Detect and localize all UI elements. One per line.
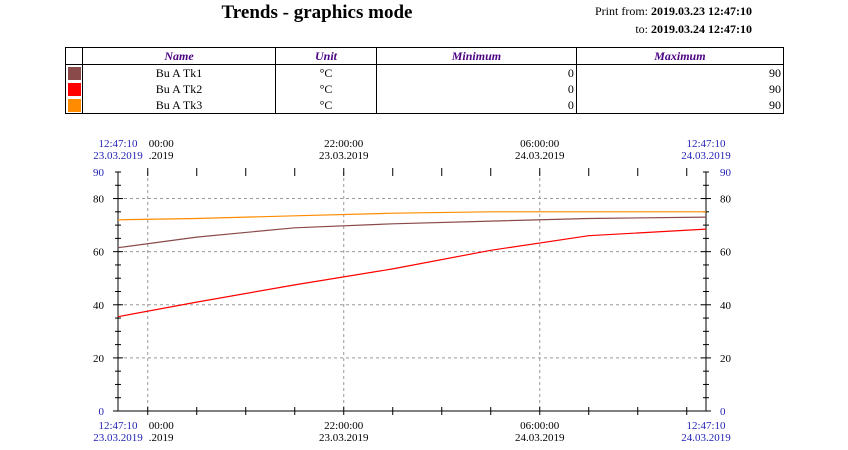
legend-name: Bu A Tk2 (82, 81, 276, 97)
legend-minimum: 0 (376, 81, 577, 97)
series-line (117, 211, 706, 221)
trend-chart: 020406080900204060809012:47:1023.03.2019… (93, 138, 732, 444)
x-tick-date-top: 24.03.2019 (515, 150, 565, 162)
legend-unit: °C (275, 81, 377, 97)
legend-header-row: Name Unit Minimum Maximum (65, 47, 785, 65)
y-tick-label-left: 0 (99, 406, 105, 418)
print-to-label: to: (635, 22, 648, 36)
x-tick-time-top: 06:00:00 (520, 138, 560, 150)
print-from-value: 2019.03.23 12:47:10 (651, 4, 752, 18)
y-tick-label-left: 80 (93, 194, 105, 206)
legend-row: Bu A Tk2 °C 0 90 (65, 81, 785, 97)
legend-row: Bu A Tk1 °C 0 90 (65, 64, 785, 81)
series-color-swatch (67, 98, 81, 112)
y-tick-label-left: 60 (93, 247, 105, 259)
print-from: Print from: 2019.03.23 12:47:10 (595, 4, 752, 19)
y-tick-label-left: 40 (93, 300, 105, 312)
series-color-swatch (67, 82, 81, 96)
x-tick-date-top: 23.03.2019 (319, 150, 369, 162)
x-tick-time-bottom: 12:47:10 (98, 420, 138, 432)
x-tick-date-bottom: 24.03.2019 (681, 432, 731, 444)
legend-minimum: 0 (376, 97, 577, 114)
print-to: to: 2019.03.24 12:47:10 (635, 22, 752, 37)
y-tick-label-left: 90 (93, 167, 105, 179)
x-tick-time-bottom: 12:47:10 (686, 420, 726, 432)
legend-swatch-cell (65, 81, 83, 97)
x-tick-time-bottom: 22:00:00 (324, 420, 364, 432)
y-tick-label-right: 80 (720, 194, 732, 206)
legend-swatch-header (65, 47, 83, 65)
x-tick-date-top: .2019 (149, 150, 174, 162)
y-tick-label-right: 40 (720, 300, 732, 312)
legend-swatch-cell (65, 97, 83, 114)
legend-maximum: 90 (575, 81, 785, 97)
legend-minimum: 0 (376, 64, 577, 81)
legend-unit: °C (275, 97, 377, 114)
series-line (117, 228, 707, 318)
x-tick-time-bottom: 06:00:00 (520, 420, 560, 432)
print-to-value: 2019.03.24 12:47:10 (651, 22, 752, 36)
legend-col-name: Name (82, 47, 276, 65)
legend-maximum: 90 (575, 64, 785, 81)
x-tick-time-top: 12:47:10 (686, 138, 726, 150)
x-tick-time-top: 22:00:00 (324, 138, 364, 150)
y-tick-label-right: 90 (720, 167, 732, 179)
x-tick-date-top: 24.03.2019 (681, 150, 731, 162)
x-tick-time-top: 00:00 (149, 138, 175, 150)
x-tick-date-bottom: 24.03.2019 (515, 432, 565, 444)
x-tick-date-bottom: .2019 (149, 432, 174, 444)
legend-name: Bu A Tk3 (82, 97, 276, 114)
print-from-label: Print from: (595, 4, 648, 18)
x-tick-time-bottom: 00:00 (149, 420, 175, 432)
x-tick-date-bottom: 23.03.2019 (319, 432, 369, 444)
y-tick-label-left: 20 (93, 353, 105, 365)
x-tick-date-top: 23.03.2019 (93, 150, 143, 162)
legend-swatch-cell (65, 64, 83, 81)
legend-col-unit: Unit (275, 47, 377, 65)
legend-row: Bu A Tk3 °C 0 90 (65, 97, 785, 114)
y-tick-label-right: 60 (720, 247, 732, 259)
page-title: Trends - graphics mode (221, 2, 413, 23)
legend-unit: °C (275, 64, 377, 81)
y-tick-label-right: 20 (720, 353, 732, 365)
series-color-swatch (67, 66, 81, 80)
legend-maximum: 90 (575, 97, 785, 114)
legend-table: Name Unit Minimum Maximum Bu A Tk1 °C 0 … (65, 47, 785, 114)
y-tick-label-right: 0 (720, 406, 726, 418)
legend-col-maximum: Maximum (575, 47, 785, 65)
legend-col-minimum: Minimum (376, 47, 577, 65)
series-line (117, 216, 707, 249)
x-tick-time-top: 12:47:10 (98, 138, 138, 150)
legend-name: Bu A Tk1 (82, 64, 276, 81)
x-tick-date-bottom: 23.03.2019 (93, 432, 143, 444)
